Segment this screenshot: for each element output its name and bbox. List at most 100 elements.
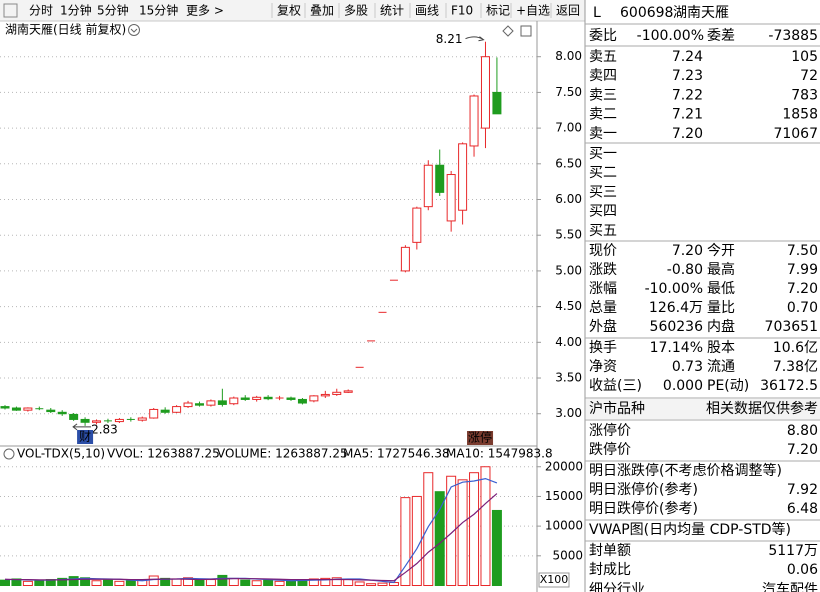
panel-text: 净资 <box>589 359 617 375</box>
volume-bar <box>240 579 251 586</box>
toolbar-button[interactable]: 返回 <box>556 4 580 18</box>
panel-text: 36172.5 <box>760 378 818 394</box>
panel-text: 0.000 <box>663 378 703 394</box>
section-header <box>586 399 820 419</box>
chart-icon[interactable] <box>520 25 532 37</box>
toolbar-button[interactable]: 5分钟 <box>97 3 129 18</box>
volume-bar <box>263 579 274 586</box>
panel-text: 7.24 <box>672 49 703 65</box>
panel-text: 股本 <box>707 340 735 356</box>
panel-text: -73885 <box>768 28 818 44</box>
toolbar-button[interactable]: 统计 <box>380 4 404 18</box>
vol-menu-icon[interactable] <box>3 448 15 460</box>
panel-text: 1858 <box>782 107 818 123</box>
panel-text: 封成比 <box>589 562 631 578</box>
candle-body <box>469 95 479 147</box>
volume-bar <box>286 580 296 586</box>
panel-text: 卖二 <box>589 107 617 123</box>
legend-text: MA5: 1727546.38 <box>343 447 450 461</box>
panel-text: 7.22 <box>672 87 703 103</box>
volume-bar <box>148 575 159 586</box>
panel-text: 跌停价 <box>589 441 631 458</box>
chart-icon[interactable] <box>502 25 514 37</box>
toolbar-button[interactable]: 标记 <box>486 4 510 18</box>
panel-text: 560236 <box>650 319 704 335</box>
legend-text: VOL-TDX(5,10) <box>17 447 105 461</box>
annotation-label: 2.83 <box>91 422 118 436</box>
title-menu-icon[interactable] <box>128 24 140 36</box>
panel-text: 现价 <box>589 243 617 259</box>
candle-body <box>172 406 182 413</box>
volume-bar <box>457 479 468 586</box>
volume-bar <box>366 583 377 586</box>
candle-body <box>69 413 79 420</box>
y-tick-label: 4.00 <box>555 335 582 349</box>
y-tick-label: 3.00 <box>555 406 582 420</box>
event-marker <box>77 430 94 444</box>
volume-bar <box>400 497 411 586</box>
panel-text: 明日跌停价(参考) <box>589 500 698 517</box>
toolbar-icon[interactable] <box>3 3 18 18</box>
toolbar-button[interactable]: 1分钟 <box>60 3 92 18</box>
toolbar-button[interactable]: 叠加 <box>310 4 334 18</box>
title-menu-icon <box>130 28 138 33</box>
panel-text: 收益(三) <box>589 378 642 394</box>
event-marker-label: 涨停 <box>468 430 492 445</box>
toolbar-button[interactable]: 画线 <box>415 4 439 18</box>
candle-body <box>80 418 90 423</box>
candle-body <box>114 418 124 423</box>
panel-text: 卖四 <box>589 68 617 84</box>
candle-body <box>0 406 10 409</box>
candle-body <box>194 403 204 406</box>
panel-text: 细分行业 <box>589 582 645 592</box>
panel-text: 5117万 <box>768 543 818 559</box>
toolbar-button[interactable]: 分时 <box>29 4 53 18</box>
volume-bar <box>423 472 434 586</box>
candle-body <box>400 246 410 272</box>
volume-bar <box>491 509 502 586</box>
panel-text: 10.6亿 <box>773 340 818 356</box>
panel-text: 总量 <box>589 300 617 316</box>
toolbar-button[interactable]: 更多 > <box>186 4 224 18</box>
candle-body <box>263 396 273 400</box>
toolbar-button[interactable]: F10 <box>451 4 473 18</box>
panel-text: 卖五 <box>589 49 617 65</box>
panel-text: 126.4万 <box>649 300 703 316</box>
volume-bar <box>68 576 79 586</box>
volume-bar <box>320 577 331 586</box>
panel-text: 卖一 <box>589 126 617 142</box>
volume-bar <box>171 578 182 586</box>
panel-text: 7.92 <box>787 482 818 498</box>
toolbar-button[interactable]: 多股 <box>344 4 368 18</box>
y-tick-label: 8.00 <box>555 49 582 63</box>
y-tick-label: 5.00 <box>555 263 582 277</box>
volume-bar <box>114 580 125 586</box>
panel-text: 0.70 <box>787 300 818 316</box>
panel-text: 703651 <box>765 319 818 335</box>
code-marker: L <box>593 5 601 21</box>
volume-bar <box>343 579 354 586</box>
toolbar-button[interactable]: 复权 <box>277 4 301 18</box>
candle-body <box>423 164 433 208</box>
toolbar-button[interactable]: +自选 <box>516 4 550 18</box>
panel-text: 7.20 <box>787 281 818 297</box>
toolbar-button[interactable]: 15分钟 <box>139 3 178 18</box>
panel-text: 买一 <box>589 146 617 162</box>
candle-body <box>492 91 502 115</box>
panel-text: 买三 <box>589 184 617 200</box>
panel-text: 明日涨跌停(不考虑价格调整等) <box>589 462 782 479</box>
y-tick-label: 3.50 <box>555 371 582 385</box>
y-tick-label: 15000 <box>545 489 583 503</box>
candle-body <box>149 408 159 419</box>
candle-body <box>297 398 307 404</box>
panel-text: 相关数据仅供参考 <box>706 400 818 417</box>
panel-text: 封单额 <box>589 543 631 559</box>
volume-bar <box>377 582 388 586</box>
candle-body <box>183 402 193 408</box>
volume-bar <box>446 475 457 586</box>
candle-body <box>240 397 250 400</box>
y-tick-label: 6.00 <box>555 192 582 206</box>
